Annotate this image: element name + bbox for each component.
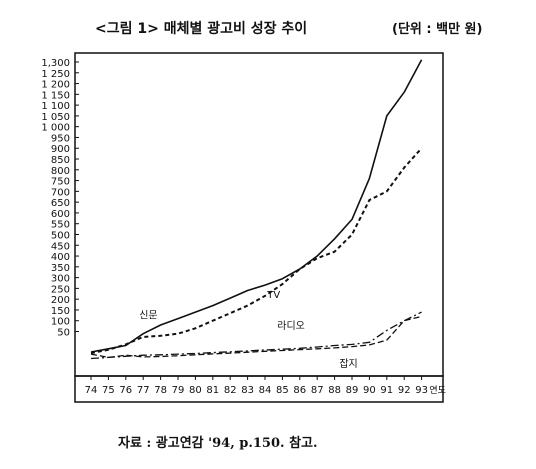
x-tick-label: 78 (154, 385, 167, 396)
x-tick-label: 75 (102, 385, 115, 396)
y-tick-label: 400 (51, 252, 70, 263)
x-tick-label: 83 (241, 385, 254, 396)
series-line-dotted (90, 147, 423, 355)
x-tick-label: 86 (293, 385, 306, 396)
series-line-dashed (90, 315, 422, 359)
x-tick-label: 92 (398, 385, 411, 396)
chart-title: <그림 1> 매체별 광고비 성장 추이 (95, 21, 308, 37)
y-tick-label: 1 200 (41, 80, 70, 91)
y-tick-label: 350 (51, 263, 70, 274)
y-tick-label: 1 050 (41, 112, 70, 123)
y-tick-label: 950 (51, 133, 70, 144)
x-tick-label: 76 (119, 385, 132, 396)
y-tick-label: 200 (51, 295, 70, 306)
x-tick-label: 88 (328, 385, 341, 396)
series-layer (90, 59, 423, 360)
x-tick-label: 91 (380, 385, 393, 396)
y-tick-label: 450 (51, 241, 70, 252)
y-tick-label: 500 (51, 230, 70, 241)
x-tick-label: 89 (346, 385, 359, 396)
x-axis: 74 75 76 77 78 79 80 81 82 83 84 85 86 87 88 89 90 91 92 93… (85, 376, 446, 396)
plot-frame (74, 52, 444, 377)
y-tick-label: 1,300 (41, 58, 70, 69)
y-tick-label: 550 (51, 220, 70, 231)
y-tick-label: 800 (51, 166, 70, 177)
y-tick-label: 300 (51, 274, 70, 285)
x-tick-label: 82 (224, 385, 237, 396)
x-tick-label: 74 (85, 385, 98, 396)
y-tick-label: 1 250 (41, 69, 70, 80)
x-tick-label: 85 (276, 385, 289, 396)
y-tick-label: 600 (51, 209, 70, 220)
y-tick-label: 100 (51, 317, 70, 328)
y-tick-label: 650 (51, 198, 70, 209)
x-tick-label: 84 (259, 385, 272, 396)
series-label: 라디오 (277, 320, 305, 332)
source-note: 자료 : 광고연감 '94, p.150. 참고. (118, 436, 318, 451)
series-line-solid (90, 59, 423, 353)
unit-note: (단위 : 백만 원) (392, 22, 483, 37)
series-label: 신문 (139, 310, 157, 322)
y-tick-label: 150 (51, 306, 70, 317)
x-tick-label: 80 (189, 385, 202, 396)
y-tick-label: 700 (51, 187, 70, 198)
x-tick-label: 77 (137, 385, 150, 396)
y-tick-label: 250 (51, 284, 70, 295)
y-axis: 5010015020025030035040045050055060065070… (41, 58, 79, 339)
y-tick-label: 850 (51, 155, 70, 166)
series-label: TV (266, 290, 280, 301)
y-tick-label: 50 (57, 328, 70, 339)
y-tick-label: 1 000 (41, 123, 70, 134)
y-tick-label: 900 (51, 144, 70, 155)
x-tick-label: 93 (415, 385, 428, 396)
series-line-dashdot (90, 311, 422, 360)
y-tick-label: 1 100 (41, 101, 70, 112)
series-label: 잡지 (339, 358, 357, 370)
x-axis-frame (74, 375, 444, 403)
y-tick-label: 750 (51, 177, 70, 188)
y-tick-label: 1 150 (41, 90, 70, 101)
x-tick-label: 81 (206, 385, 219, 396)
x-tick-label: 90 (363, 385, 376, 396)
x-axis-suffix: 연도 (429, 385, 446, 396)
x-tick-label: 79 (172, 385, 185, 396)
x-tick-label: 87 (311, 385, 324, 396)
